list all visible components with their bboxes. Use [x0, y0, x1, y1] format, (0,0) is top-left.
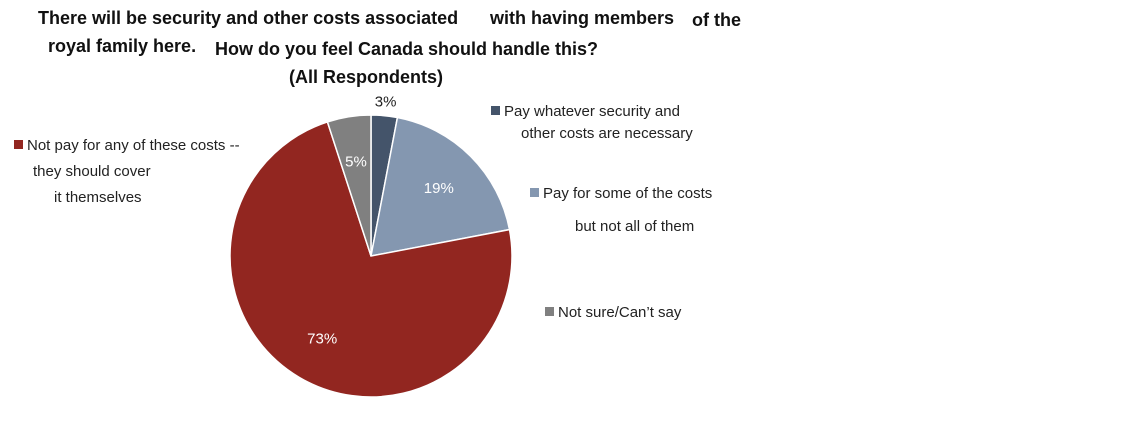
legend-label-pay-whatever-line-2: other costs are necessary [521, 125, 693, 142]
legend-swatch-not-pay [14, 140, 23, 149]
pie-slice-not-pay [229, 120, 513, 398]
pie-slice-not-sure [326, 114, 372, 257]
legend-item-pay-some: Pay for some of the costs but not all of… [530, 185, 712, 236]
legend-label-not-sure: Not sure/Can’t say [558, 304, 682, 321]
legend-swatch-pay-some [530, 188, 539, 197]
legend-label-not-pay-line-2: they should cover [33, 163, 151, 180]
title-line-1a: There will be security and other costs a… [38, 8, 459, 28]
legend-swatch-pay-whatever [491, 106, 500, 115]
title-line-3: (All Respondents) [289, 67, 444, 87]
legend-label-not-pay-line-3: it themselves [54, 189, 142, 206]
legend-label-pay-whatever-line-1: Pay whatever security and [504, 103, 680, 120]
pie-slices [229, 114, 513, 398]
pie-value-label-not-pay: 73% [307, 331, 337, 348]
pie-value-label-not-sure: 5% [345, 153, 367, 170]
title-line-2a: royal family here. [48, 36, 197, 56]
legend-item-pay-whatever: Pay whatever security and other costs ar… [491, 103, 693, 143]
title-line-1b: with having members [490, 8, 675, 28]
pie-slice-pay-some [370, 116, 511, 257]
legend-item-not-sure: Not sure/Can’t say [545, 304, 681, 322]
legend-label-pay-some-line-2: but not all of them [575, 218, 695, 235]
pie-value-label-pay-whatever: 3% [375, 94, 397, 111]
legend-swatch-not-sure [545, 307, 554, 316]
legend-item-not-pay: Not pay for any of these costs -- they s… [14, 137, 240, 207]
pie-value-labels: 3% 19% 73% 5% [307, 94, 454, 348]
legend-label-not-pay-line-1: Not pay for any of these costs -- [27, 137, 240, 154]
title-line-2b: How do you feel Canada should handle thi… [215, 39, 599, 59]
pie-value-label-pay-some: 19% [424, 180, 454, 197]
title-line-1c: of the [692, 10, 741, 30]
legend-label-pay-some-line-1: Pay for some of the costs [543, 185, 713, 202]
